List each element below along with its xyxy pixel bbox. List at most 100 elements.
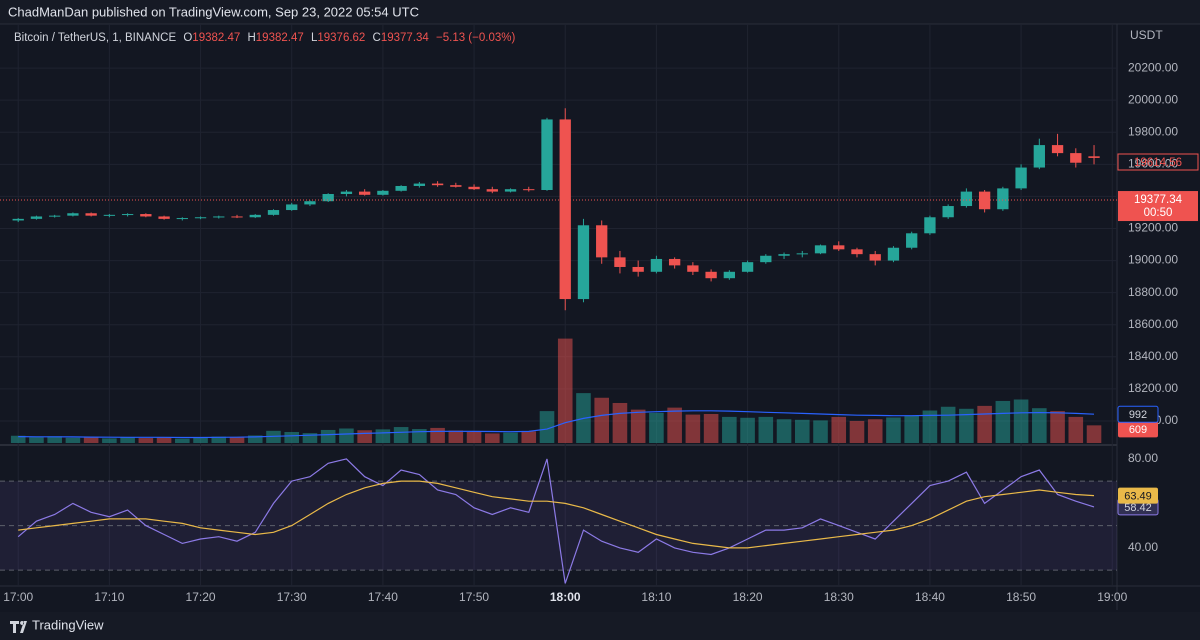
volume-bar — [667, 407, 682, 443]
candle-body — [286, 204, 298, 211]
x-tick-label: 17:50 — [459, 590, 489, 604]
candle-body — [887, 247, 900, 261]
y-tick-label: 19600.00 — [1128, 157, 1178, 171]
volume-bar — [594, 397, 609, 443]
y-tick-label: 18600.00 — [1128, 317, 1178, 331]
legend-open-prefix: O — [183, 32, 192, 44]
volume-bar — [83, 436, 99, 443]
volume-bar — [1068, 416, 1084, 443]
y-tick-label: 19800.00 — [1128, 124, 1178, 138]
candle-body — [960, 191, 973, 207]
volume-bar — [867, 419, 883, 443]
candle-body — [231, 216, 243, 218]
volume-bar — [156, 437, 172, 443]
volume-bar — [138, 438, 154, 443]
candle-body — [632, 266, 644, 272]
rsi-tag: 58.42 — [1124, 502, 1152, 514]
candle-body — [741, 262, 754, 272]
candle-body — [12, 218, 24, 221]
volume-bar — [65, 437, 81, 443]
candle-body — [796, 253, 808, 255]
x-tick-label: 17:20 — [186, 590, 216, 604]
candle-body — [49, 215, 61, 217]
candle-body — [942, 206, 954, 218]
header: ChadManDan published on TradingView.com,… — [8, 4, 419, 19]
volume-bar — [284, 431, 300, 443]
candle-body — [103, 214, 116, 216]
legend-high-prefix: H — [247, 32, 255, 44]
candle-body — [121, 214, 134, 216]
volume-bar — [813, 420, 828, 443]
volume-bar — [120, 437, 135, 443]
volume-bar — [193, 437, 208, 443]
volume-bar — [886, 417, 901, 443]
volume-bar — [740, 417, 755, 443]
plot: 17:00 17:10 17:20 17:30 17:40 17:50 18:00 18:10… — [0, 24, 1199, 604]
volume-bar — [393, 427, 409, 443]
candle-body — [486, 189, 498, 192]
volume-bar — [959, 408, 974, 443]
volume-bar — [521, 431, 537, 443]
volume-bar — [722, 416, 737, 443]
volume-bar — [466, 431, 482, 443]
rsi-line — [17, 458, 1095, 584]
volume-tag-box — [1118, 421, 1158, 438]
price-line-label: 19614.56 — [1134, 157, 1182, 169]
footer-bar — [0, 612, 1200, 640]
volume-bar — [229, 437, 245, 443]
volume-bar — [102, 438, 117, 443]
volume-ma-tag: 992 — [1129, 409, 1147, 421]
header-bar — [0, 0, 1200, 24]
candle-body — [778, 254, 790, 256]
candle-body — [468, 186, 480, 190]
volume-bar — [612, 402, 628, 443]
volume-bar — [831, 416, 847, 443]
candle-body — [1051, 145, 1064, 154]
volume-bar — [247, 435, 263, 443]
volume-bar — [794, 419, 810, 443]
candle-body — [596, 225, 608, 258]
candle-body — [176, 218, 188, 220]
rsi-ma-line — [18, 480, 1095, 549]
volume-bar — [776, 419, 792, 443]
y-tick-label: 19000.00 — [1128, 253, 1178, 267]
y-tick-label: 20000.00 — [1128, 92, 1178, 106]
y-tick-label: 19200.00 — [1128, 221, 1178, 235]
candle-body — [30, 216, 43, 219]
candle-body — [413, 183, 426, 186]
countdown: 00:50 — [1144, 207, 1173, 219]
volume-bar — [29, 437, 44, 443]
legend-low-prefix: L — [311, 32, 318, 44]
candle-body — [523, 189, 535, 191]
volume-bar — [1032, 408, 1047, 443]
volume-bar — [922, 410, 938, 443]
legend-close-prefix: C — [373, 32, 381, 44]
volume-bar — [849, 420, 865, 443]
candle-body — [340, 191, 353, 195]
currency: USDT — [1130, 28, 1163, 42]
volume-bar — [904, 415, 919, 443]
candle-body — [924, 217, 936, 234]
volume-ma-line — [18, 410, 1095, 439]
candle-body — [322, 194, 334, 202]
volume-bar — [649, 412, 664, 443]
last-price: 19377.34 — [1134, 194, 1183, 206]
candle-body — [504, 189, 517, 192]
candle-body — [1015, 167, 1027, 189]
volume-bar — [977, 405, 992, 443]
volume-bar — [1050, 411, 1065, 443]
candle-body — [668, 258, 681, 266]
candle-body — [906, 233, 918, 248]
candle-body — [67, 213, 79, 216]
legend-change: −5.13 (−0.03%) — [436, 32, 515, 44]
volume-bar — [539, 411, 555, 443]
y-tick-label: 18400.00 — [1128, 349, 1178, 363]
volume-bar — [339, 428, 354, 443]
volume-bar — [375, 429, 391, 443]
volume-bar — [758, 416, 774, 443]
candle-body — [559, 119, 571, 300]
volume-bar — [1086, 425, 1102, 443]
legend: Bitcoin / TetherUS, 1, BINANCE O19382.47… — [14, 32, 515, 44]
legend-open: 19382.47 — [192, 32, 240, 44]
